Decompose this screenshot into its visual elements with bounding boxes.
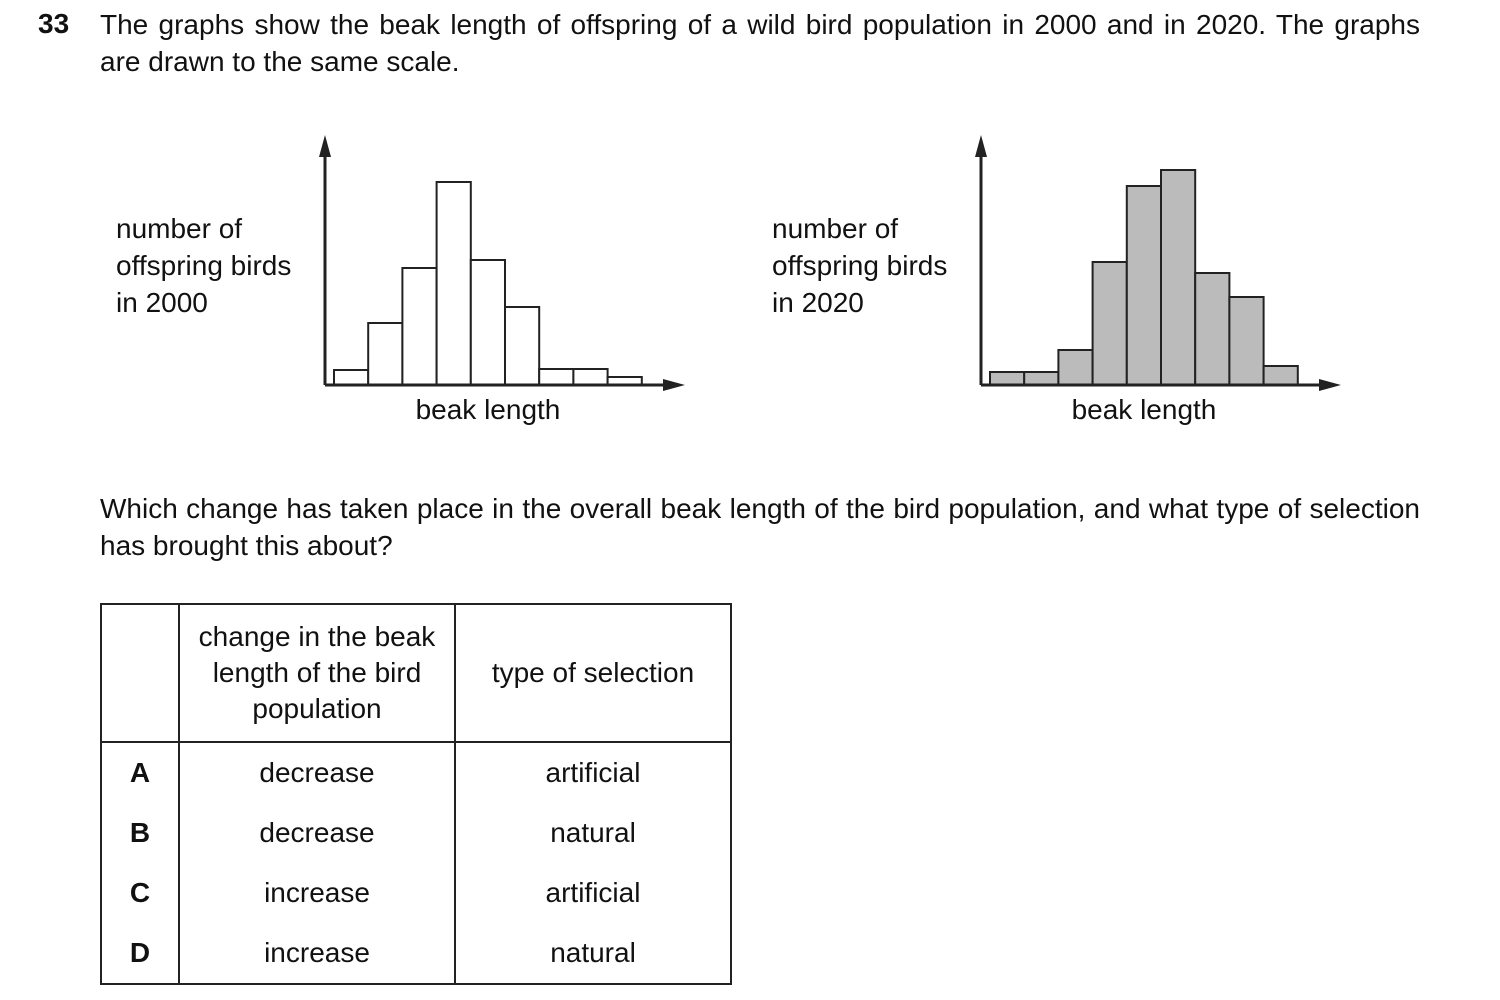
bar xyxy=(469,259,506,386)
option-cell: increase xyxy=(178,863,456,923)
bar xyxy=(1091,261,1128,386)
question-number: 33 xyxy=(38,8,70,39)
option-cell: natural xyxy=(454,923,732,984)
bar xyxy=(1262,365,1299,386)
bar xyxy=(989,371,1026,386)
bar xyxy=(572,368,609,386)
x-axis-label: beak length xyxy=(1071,394,1217,425)
option-letter: A xyxy=(100,742,180,803)
bar xyxy=(1023,371,1060,386)
option-cell: increase xyxy=(178,923,456,984)
bar xyxy=(504,306,541,386)
answer-table: change in the beak length of the bird po… xyxy=(100,603,732,985)
y-axis-arrow xyxy=(319,135,331,157)
x-axis-arrow xyxy=(1319,379,1341,391)
y-axis-arrow xyxy=(975,135,987,157)
option-cell: natural xyxy=(454,803,732,863)
x-axis-label: beak length xyxy=(415,394,561,425)
question-prompt: Which change has taken place in the over… xyxy=(100,493,1420,561)
option-letter: B xyxy=(100,803,180,863)
bar xyxy=(1228,296,1265,386)
option-cell: artificial xyxy=(454,742,732,803)
bar xyxy=(401,267,438,386)
header-cell: change in the beak length of the bird po… xyxy=(178,604,456,743)
option-cell: decrease xyxy=(178,742,456,803)
bar xyxy=(538,368,575,386)
option-cell: decrease xyxy=(178,803,456,863)
bar xyxy=(435,181,472,386)
bar xyxy=(367,322,404,386)
y-axis-label: number of offspring birds in 2020 xyxy=(772,213,948,318)
bar xyxy=(1057,349,1094,386)
y-axis-label: number of offspring birds in 2000 xyxy=(116,213,292,318)
question-text: The graphs show the beak length of offsp… xyxy=(100,9,1420,77)
option-letter: C xyxy=(100,863,180,923)
bar xyxy=(1160,169,1197,386)
header-cell: type of selection xyxy=(454,604,732,743)
x-axis-arrow xyxy=(663,379,685,391)
histograms xyxy=(319,135,1341,391)
corner-cell xyxy=(100,604,180,743)
bar xyxy=(1194,272,1231,386)
bar xyxy=(333,369,370,386)
option-letter: D xyxy=(100,923,180,984)
bar xyxy=(1125,185,1163,386)
option-cell: artificial xyxy=(454,863,732,923)
